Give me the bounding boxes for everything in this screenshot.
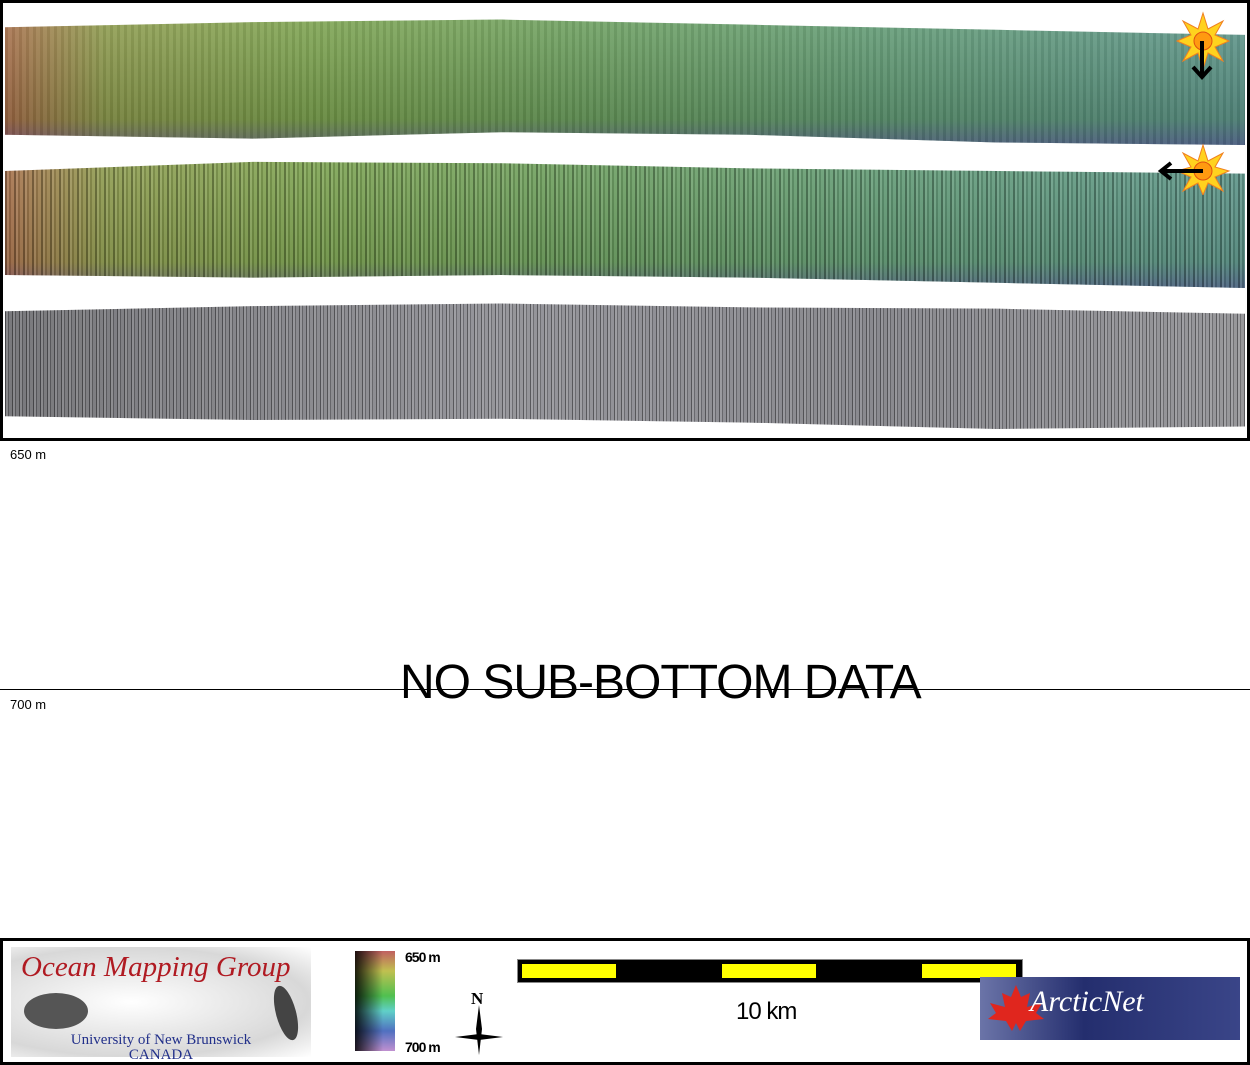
- university-name: University of New Brunswick: [70, 1032, 252, 1048]
- no-subbottom-message: NO SUB-BOTTOM DATA: [400, 656, 922, 709]
- depth-colorbar: [355, 951, 395, 1051]
- depth-line: [0, 689, 1250, 690]
- scale-segment: [922, 964, 1016, 978]
- scale-segment: [522, 964, 616, 978]
- scale-label: 10 km: [736, 998, 797, 1025]
- sun-illumination-south-icon: [1175, 11, 1231, 80]
- seafloor-image: [24, 985, 299, 1041]
- colorbar-top-label: 650 m: [405, 949, 441, 965]
- north-label: N: [471, 989, 484, 1008]
- scale-bar: [517, 959, 1023, 983]
- country-name: CANADA: [128, 1047, 194, 1063]
- backscatter-strip: [5, 303, 1245, 429]
- legend-panel: Ocean Mapping Group University of New Br…: [0, 938, 1250, 1065]
- omg-logo-title: Ocean Mapping Group: [21, 951, 291, 983]
- arcticnet-logo-text: ArcticNet: [1030, 985, 1144, 1018]
- maple-leaf-icon: [988, 985, 1044, 1031]
- depth-label-bottom: 700 m: [10, 697, 47, 712]
- depth-label-top: 650 m: [10, 447, 47, 462]
- bathymetry-strip-north-illumination: [5, 19, 1245, 145]
- omg-logo-university: University of New Brunswick CANADA: [11, 1033, 311, 1063]
- sun-illumination-west-icon: [1157, 143, 1231, 195]
- colorbar-bottom-label: 700 m: [405, 1039, 441, 1055]
- bathymetry-strip-east-illumination: [5, 161, 1245, 288]
- scale-segment: [722, 964, 816, 978]
- swath-panels: [0, 0, 1250, 441]
- arcticnet-logo: ArcticNet: [980, 977, 1240, 1040]
- ocean-mapping-group-logo: Ocean Mapping Group University of New Br…: [11, 947, 311, 1063]
- north-arrow-icon: [455, 1005, 503, 1055]
